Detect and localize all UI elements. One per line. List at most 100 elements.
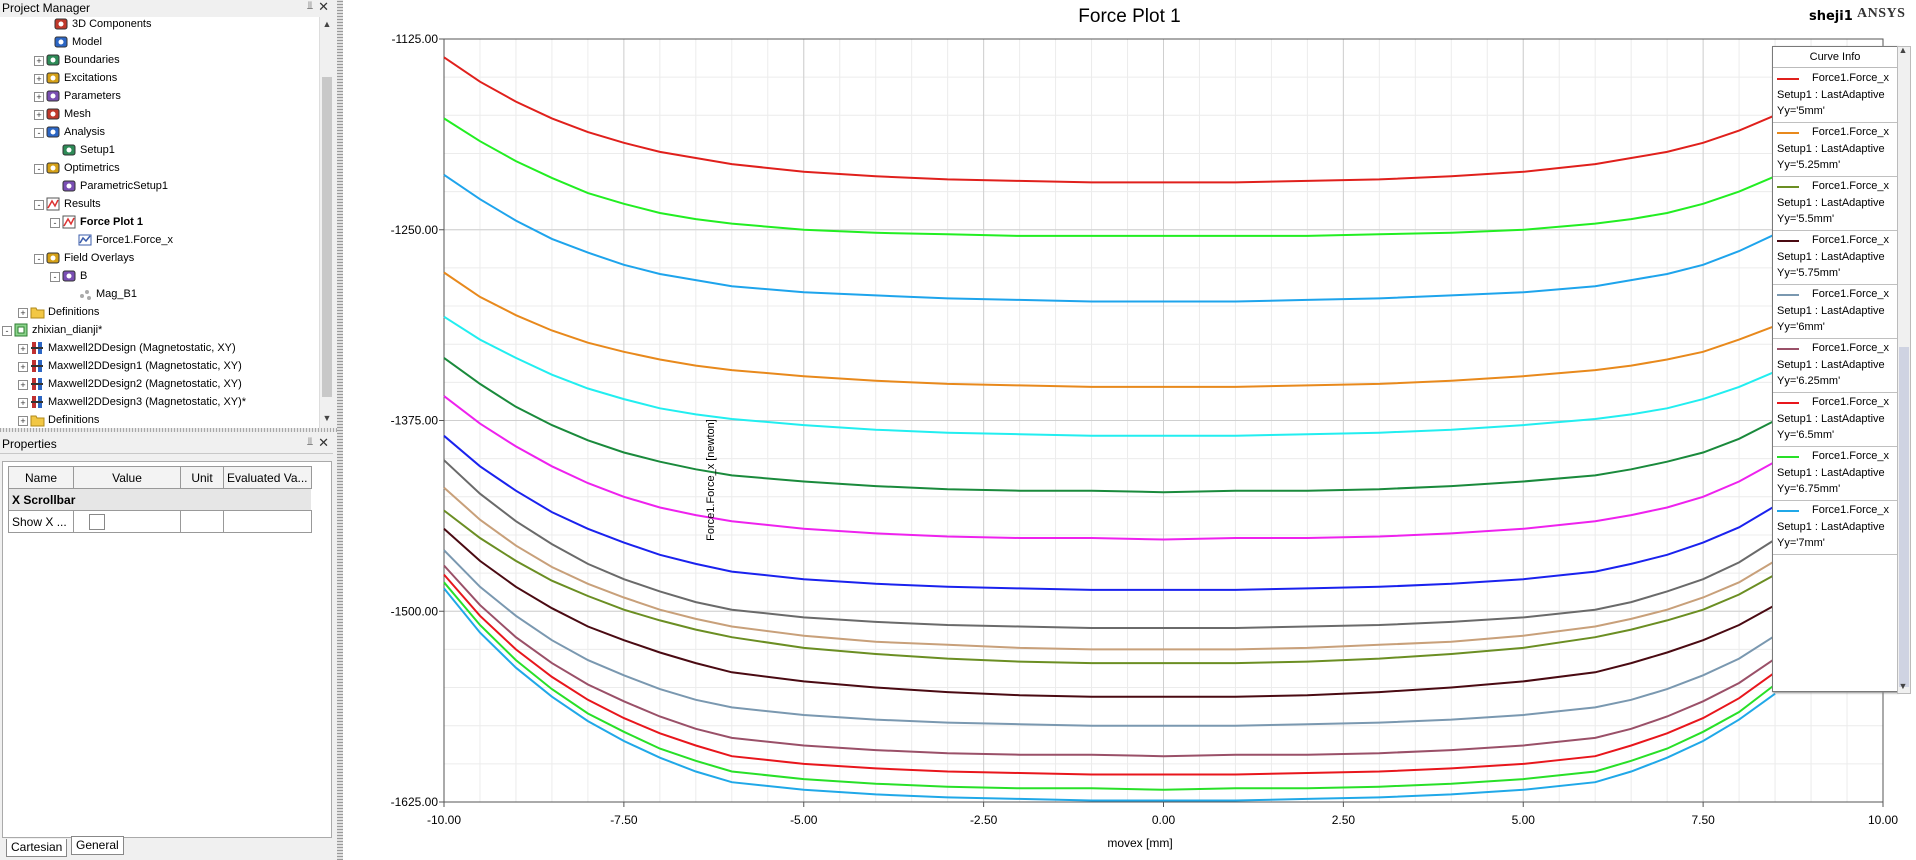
legend-entry[interactable]: Force1.Force_x Setup1 : LastAdaptive Yy='6… bbox=[1773, 446, 1897, 501]
series-line bbox=[443, 528, 1776, 698]
series-line bbox=[443, 573, 1776, 776]
tree-item-label: Parameters bbox=[64, 90, 121, 102]
x-tick-label: 10.00 bbox=[1868, 813, 1898, 827]
legend-entry[interactable]: Force1.Force_x Setup1 : LastAdaptive Yy='6… bbox=[1773, 392, 1897, 447]
expand-icon[interactable]: + bbox=[34, 110, 44, 120]
legend-entry[interactable]: Force1.Force_x Setup1 : LastAdaptive Yy='5… bbox=[1773, 122, 1897, 177]
scroll-down-icon[interactable]: ▼ bbox=[322, 413, 332, 423]
property-evaluated bbox=[223, 510, 312, 533]
collapse-icon[interactable]: - bbox=[50, 272, 60, 282]
field-overlays-icon bbox=[46, 251, 61, 265]
legend-swatch bbox=[1777, 132, 1799, 134]
collapse-icon[interactable]: - bbox=[34, 254, 44, 264]
legend-variation: Yy='5mm' bbox=[1777, 105, 1825, 117]
expand-icon[interactable]: + bbox=[34, 56, 44, 66]
legend-variation: Yy='7mm' bbox=[1777, 537, 1825, 549]
property-value bbox=[73, 510, 181, 533]
legend-setup: Setup1 : LastAdaptive bbox=[1777, 89, 1885, 101]
scroll-up-icon[interactable]: ▲ bbox=[322, 19, 332, 29]
legend-entry[interactable]: Force1.Force_x Setup1 : LastAdaptive Yy='5… bbox=[1773, 176, 1897, 231]
ansys-logo: ANSYS bbox=[1857, 6, 1906, 21]
expand-icon[interactable]: + bbox=[18, 380, 28, 390]
tree-item-label: Field Overlays bbox=[64, 252, 135, 264]
series-line bbox=[443, 56, 1776, 184]
legend-variation: Yy='6mm' bbox=[1777, 321, 1825, 333]
legend-entry[interactable]: Force1.Force_x Setup1 : LastAdaptive Yy='7… bbox=[1773, 500, 1897, 555]
close-icon[interactable]: ✕ bbox=[318, 0, 329, 14]
tree-item-label: Definitions bbox=[48, 414, 100, 426]
tab-general[interactable]: General bbox=[71, 836, 124, 855]
legend-series-name: Force1.Force_x bbox=[1812, 450, 1890, 462]
force-plot-chart[interactable]: -10.00 -7.50 -5.00 -2.50 0.00 2.50 5.00 7.50 10.… bbox=[343, 0, 1916, 860]
pin-icon[interactable]: ⫫ bbox=[306, 436, 313, 448]
optimetrics-icon bbox=[46, 161, 61, 175]
x-axis-label: movex [mm] bbox=[1107, 836, 1173, 850]
column-header-name[interactable]: Name bbox=[8, 466, 74, 489]
show-x-scrollbar-checkbox[interactable] bbox=[89, 513, 105, 530]
scrollbar-thumb[interactable] bbox=[322, 77, 332, 397]
legend-entry[interactable]: Force1.Force_x Setup1 : LastAdaptive Yy='6… bbox=[1773, 284, 1897, 339]
legend-entry[interactable]: Force1.Force_x Setup1 : LastAdaptive Yy='6… bbox=[1773, 338, 1897, 393]
curve-info-legend[interactable]: Curve Info Force1.Force_x Setup1 : LastAd… bbox=[1772, 46, 1898, 692]
expand-icon[interactable]: + bbox=[34, 92, 44, 102]
expand-icon[interactable]: + bbox=[34, 74, 44, 84]
tree-item-label: Mesh bbox=[64, 108, 91, 120]
y-tick-label: -1125.00 bbox=[392, 32, 439, 46]
column-header-value[interactable]: Value bbox=[73, 466, 181, 489]
y-tick-label: -1625.00 bbox=[391, 795, 439, 809]
legend-entry[interactable]: Force1.Force_x Setup1 : LastAdaptive Yy='5… bbox=[1773, 68, 1897, 123]
legend-setup: Setup1 : LastAdaptive bbox=[1777, 467, 1885, 479]
scrollbar-thumb[interactable] bbox=[1899, 347, 1909, 687]
boundaries-icon bbox=[46, 53, 61, 67]
setup-icon bbox=[62, 143, 77, 157]
expand-icon[interactable]: + bbox=[18, 416, 28, 426]
properties-header: Properties ⫫ ✕ bbox=[0, 435, 333, 454]
legend-entry[interactable]: Force1.Force_x Setup1 : LastAdaptive Yy='5… bbox=[1773, 230, 1897, 285]
analysis-icon bbox=[46, 125, 61, 139]
scroll-up-icon[interactable]: ▲ bbox=[1898, 45, 1908, 55]
expand-icon[interactable]: + bbox=[18, 362, 28, 372]
series-line bbox=[443, 549, 1776, 727]
parameters-icon bbox=[46, 89, 61, 103]
column-header-evaluated-value[interactable]: Evaluated Va... bbox=[223, 466, 312, 489]
series-line bbox=[443, 435, 1776, 591]
pin-icon[interactable]: ⫫ bbox=[306, 0, 313, 12]
panel-splitter[interactable] bbox=[0, 428, 337, 432]
series-line bbox=[443, 173, 1776, 303]
series-line bbox=[443, 486, 1776, 651]
legend-setup: Setup1 : LastAdaptive bbox=[1777, 143, 1885, 155]
collapse-icon[interactable]: - bbox=[34, 164, 44, 174]
legend-variation: Yy='6.75mm' bbox=[1777, 483, 1841, 495]
collapse-icon[interactable]: - bbox=[50, 218, 60, 228]
legend-scrollbar[interactable]: ▲ ▼ bbox=[1897, 45, 1911, 694]
x-tick-label: -2.50 bbox=[970, 813, 998, 827]
expand-icon[interactable]: + bbox=[18, 398, 28, 408]
x-tick-label: 7.50 bbox=[1691, 813, 1715, 827]
close-icon[interactable]: ✕ bbox=[318, 435, 329, 450]
expand-icon[interactable]: + bbox=[18, 308, 28, 318]
y-tick-label: -1250.00 bbox=[391, 223, 439, 237]
scroll-down-icon[interactable]: ▼ bbox=[1898, 681, 1908, 691]
y-tick-label: -1500.00 bbox=[391, 604, 439, 618]
collapse-icon[interactable]: - bbox=[2, 326, 12, 336]
design-icon bbox=[30, 377, 45, 391]
collapse-icon[interactable]: - bbox=[34, 128, 44, 138]
tree-item-label: Force Plot 1 bbox=[80, 216, 143, 228]
legend-setup: Setup1 : LastAdaptive bbox=[1777, 521, 1885, 533]
project-icon bbox=[14, 323, 29, 337]
tree-item-label: Maxwell2DDesign (Magnetostatic, XY) bbox=[48, 342, 236, 354]
tab-cartesian[interactable]: Cartesian bbox=[6, 839, 68, 857]
vertical-splitter[interactable] bbox=[337, 0, 343, 860]
legend-swatch bbox=[1777, 294, 1799, 296]
legend-swatch bbox=[1777, 78, 1799, 80]
3d-components-icon bbox=[54, 17, 69, 31]
x-tick-label: 5.00 bbox=[1512, 813, 1536, 827]
legend-setup: Setup1 : LastAdaptive bbox=[1777, 251, 1885, 263]
series-line bbox=[443, 509, 1776, 665]
tree-item-label: Mag_B1 bbox=[96, 288, 137, 300]
expand-icon[interactable]: + bbox=[18, 344, 28, 354]
tree-item-label: Maxwell2DDesign1 (Magnetostatic, XY) bbox=[48, 360, 242, 372]
tree-scrollbar[interactable]: ▲ ▼ bbox=[319, 17, 334, 428]
column-header-unit[interactable]: Unit bbox=[180, 466, 224, 489]
collapse-icon[interactable]: - bbox=[34, 200, 44, 210]
